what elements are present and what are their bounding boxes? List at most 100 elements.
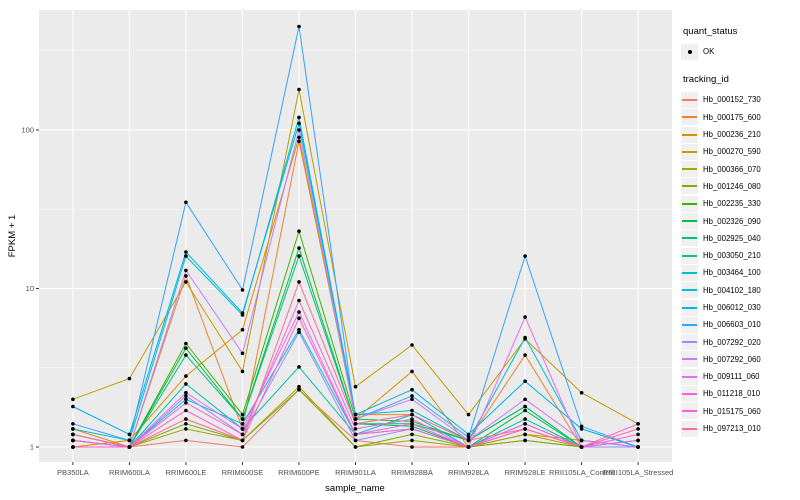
legend-line-key xyxy=(681,143,698,160)
legend-item-Hb_000236_210[interactable]: Hb_000236_210 xyxy=(681,126,799,143)
series-color-swatch xyxy=(682,358,697,361)
series-color-swatch xyxy=(682,133,697,136)
x-tick-label: RRII105LA_Control xyxy=(549,468,614,477)
x-axis-title: sample_name xyxy=(325,483,385,494)
x-tick-label: RRIM928LA xyxy=(448,468,489,477)
legend-line-key xyxy=(681,368,698,385)
legend-title-tracking-id: tracking_id xyxy=(683,74,729,86)
x-tick-label: RRIM600LA xyxy=(109,468,150,477)
axes: 1 10 100 PB350LA RRIM600LA RRIM600LE RRIM600SE… xyxy=(21,126,673,478)
series-color-swatch xyxy=(682,323,697,326)
legend-label: Hb_007292_060 xyxy=(703,354,761,364)
legend-line-key xyxy=(681,299,698,316)
series-color-swatch xyxy=(682,150,697,153)
legend-label: Hb_002235_330 xyxy=(703,199,761,209)
series-color-swatch xyxy=(682,410,697,413)
series-color-swatch xyxy=(682,427,697,430)
legend-item-Hb_003050_210[interactable]: Hb_003050_210 xyxy=(681,247,799,264)
y-tick-label: 10 xyxy=(26,284,34,293)
legend-label: Hb_015175_060 xyxy=(703,406,761,416)
x-tick-label: RRII105LA_Stressed xyxy=(603,468,673,477)
legend-label: Hb_000152_730 xyxy=(703,95,761,105)
legend-item-Hb_000175_600[interactable]: Hb_000175_600 xyxy=(681,109,799,126)
legend-title-quant-status: quant_status xyxy=(683,26,738,37)
x-tick-label: RRIM928BA xyxy=(391,468,433,477)
y-axis-title: FPKM + 1 xyxy=(7,215,18,258)
series-color-swatch xyxy=(682,341,697,344)
legend-label: Hb_000270_590 xyxy=(703,147,761,157)
legend-label: Hb_001246_080 xyxy=(703,181,761,191)
legend-item-Hb_004102_180[interactable]: Hb_004102_180 xyxy=(681,282,799,299)
legend-line-key xyxy=(681,178,698,195)
legend-label: Hb_007292_020 xyxy=(703,337,761,347)
legend-line-key xyxy=(681,351,698,368)
legend-item-Hb_000366_070[interactable]: Hb_000366_070 xyxy=(681,160,799,178)
legend: quant_status OK tracking_id Hb_000152_73… xyxy=(681,22,799,437)
series-color-swatch xyxy=(682,98,697,101)
legend-label: Hb_004102_180 xyxy=(703,285,761,295)
y-tick-label: 100 xyxy=(21,126,34,135)
legend-item-Hb_002925_040[interactable]: Hb_002925_040 xyxy=(681,230,799,247)
x-tick-label: RRIM600PE xyxy=(278,468,320,477)
series-color-swatch xyxy=(682,116,697,119)
legend-label: Hb_002925_040 xyxy=(703,233,761,243)
legend-label: Hb_000175_600 xyxy=(703,112,761,122)
black-point-icon xyxy=(687,49,692,54)
y-tick-label: 1 xyxy=(30,443,34,452)
legend-line-key xyxy=(681,334,698,351)
legend-line-key xyxy=(681,282,698,299)
legend-item-Hb_007292_060[interactable]: Hb_007292_060 xyxy=(681,351,799,368)
legend-item-Hb_000270_590[interactable]: Hb_000270_590 xyxy=(681,143,799,160)
legend-item-Hb_009111_060[interactable]: Hb_009111_060 xyxy=(681,368,799,385)
legend-line-key xyxy=(681,91,698,108)
legend-item-Hb_015175_060[interactable]: Hb_015175_060 xyxy=(681,403,799,420)
legend-item-Hb_002235_330[interactable]: Hb_002235_330 xyxy=(681,195,799,212)
legend-line-key xyxy=(681,213,698,230)
legend-item-Hb_006603_010[interactable]: Hb_006603_010 xyxy=(681,316,799,333)
legend-line-key xyxy=(681,126,698,143)
legend-label: Hb_009111_060 xyxy=(703,372,760,382)
tracking-id-entries: Hb_000152_730 Hb_000175_600 Hb_000236_210 H… xyxy=(681,91,799,437)
legend-item-Hb_001246_080[interactable]: Hb_001246_080 xyxy=(681,178,799,195)
x-tick-label: RRIM928LE xyxy=(505,468,546,477)
legend-item-Hb_006012_030[interactable]: Hb_006012_030 xyxy=(681,299,799,316)
series-color-swatch xyxy=(682,392,697,395)
legend-label: Hb_000366_070 xyxy=(703,164,761,174)
series-color-swatch xyxy=(682,168,697,171)
legend-line-key xyxy=(681,195,698,212)
legend-line-key xyxy=(681,420,698,437)
legend-label: Hb_006012_030 xyxy=(703,303,761,312)
legend-line-key xyxy=(681,161,698,178)
series-color-swatch xyxy=(682,271,697,274)
legend-label: Hb_003464_100 xyxy=(703,268,761,278)
x-tick-label: PB350LA xyxy=(57,468,89,477)
series-color-swatch xyxy=(682,375,697,378)
series-color-swatch xyxy=(682,306,697,309)
legend-item-Hb_097213_010[interactable]: Hb_097213_010 xyxy=(681,420,799,437)
legend-item-ok[interactable]: OK xyxy=(681,43,799,60)
legend-line-key xyxy=(681,109,698,126)
series-color-swatch xyxy=(682,254,697,257)
series-color-swatch xyxy=(682,237,697,240)
legend-label: Hb_003050_210 xyxy=(703,251,761,261)
legend-label-ok: OK xyxy=(703,47,715,57)
x-tick-label: RRIM600LE xyxy=(166,468,207,477)
legend-line-key xyxy=(681,247,698,264)
series-color-swatch xyxy=(682,185,697,188)
legend-item-Hb_011218_010[interactable]: Hb_011218_010 xyxy=(681,385,799,402)
legend-label: Hb_000236_210 xyxy=(703,130,761,140)
legend-item-Hb_002326_090[interactable]: Hb_002326_090 xyxy=(681,212,799,230)
legend-line-key xyxy=(681,403,698,420)
legend-line-key xyxy=(681,264,698,281)
legend-line-key xyxy=(681,385,698,402)
legend-item-Hb_003464_100[interactable]: Hb_003464_100 xyxy=(681,264,799,281)
x-tick-label: RRIM600SE xyxy=(222,468,264,477)
x-tick-label: RRIM901LA xyxy=(335,468,376,477)
data-points xyxy=(71,24,640,449)
series-color-swatch xyxy=(682,202,697,205)
legend-item-Hb_007292_020[interactable]: Hb_007292_020 xyxy=(681,333,799,351)
legend-label: Hb_002326_090 xyxy=(703,216,761,226)
series-color-swatch xyxy=(682,220,697,223)
legend-item-Hb_000152_730[interactable]: Hb_000152_730 xyxy=(681,91,799,108)
